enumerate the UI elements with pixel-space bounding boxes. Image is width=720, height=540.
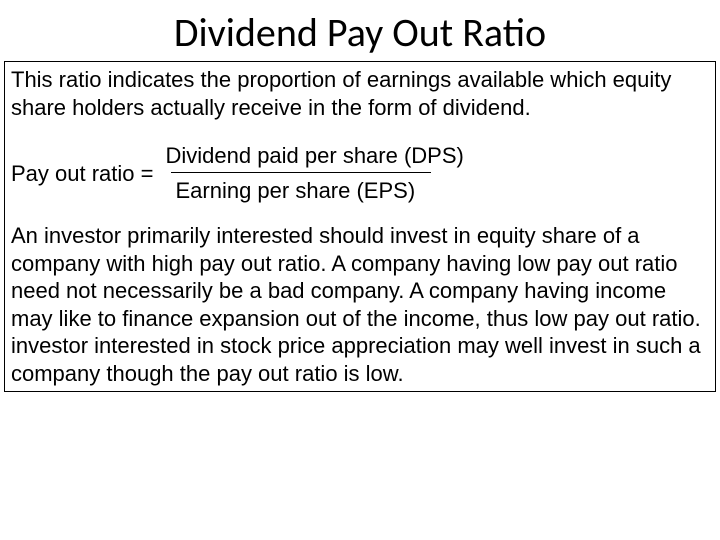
intro-text: This ratio indicates the proportion of e… <box>11 66 709 121</box>
formula-fraction: Dividend paid per share (DPS) Earning pe… <box>163 143 465 204</box>
formula-row: Pay out ratio = Dividend paid per share … <box>11 143 709 204</box>
formula-label: Pay out ratio = <box>11 161 163 187</box>
slide-container: Dividend Pay Out Ratio This ratio indica… <box>0 0 720 540</box>
slide-title: Dividend Pay Out Ratio <box>0 0 720 61</box>
body-text: An investor primarily interested should … <box>11 222 709 387</box>
fraction-divider <box>171 172 431 173</box>
formula-denominator: Earning per share (EPS) <box>163 176 417 204</box>
content-box: This ratio indicates the proportion of e… <box>4 61 716 392</box>
formula-numerator: Dividend paid per share (DPS) <box>163 143 465 171</box>
